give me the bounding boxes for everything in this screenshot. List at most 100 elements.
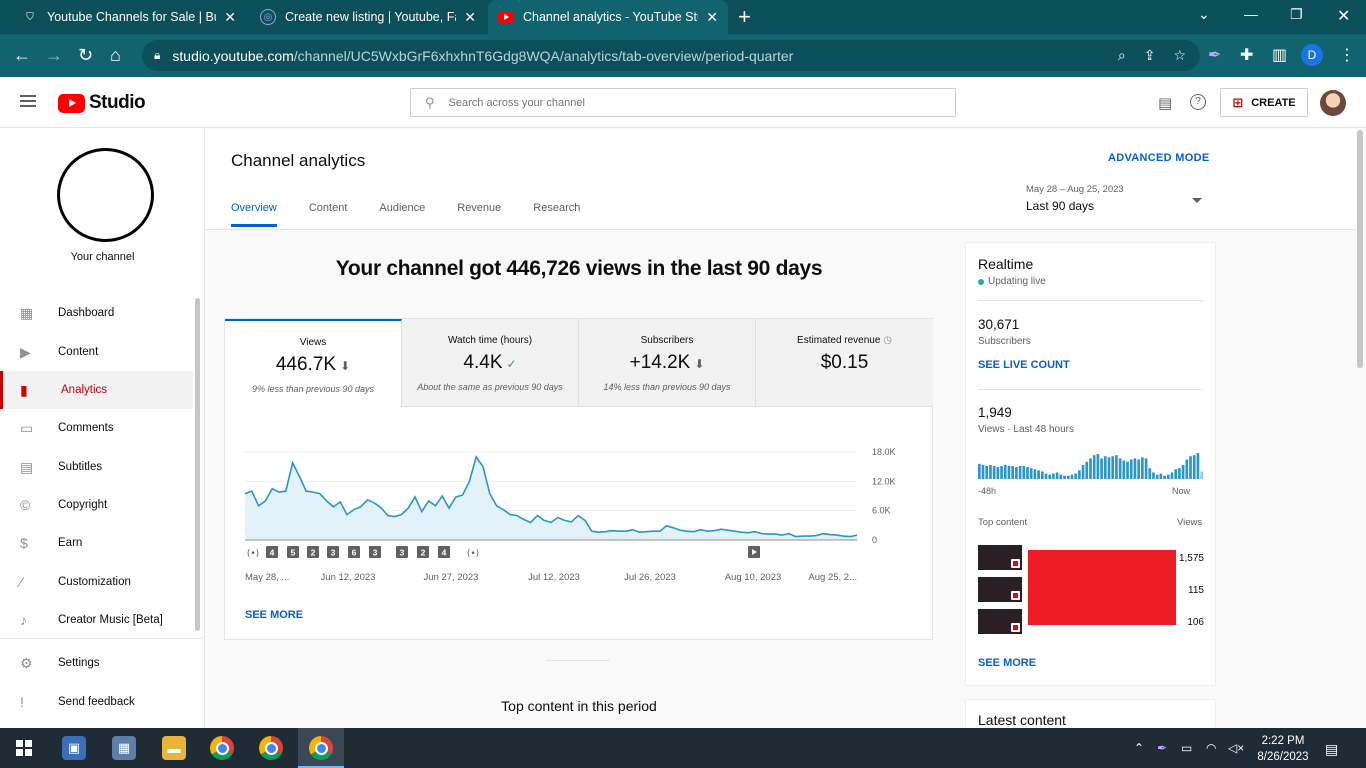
channel-avatar[interactable] [57, 148, 154, 242]
sidebar-item-settings[interactable]: ⚙ Settings [0, 644, 193, 682]
star-icon[interactable]: ☆ [1173, 47, 1186, 63]
menu-icon[interactable] [20, 95, 36, 107]
shield-icon: ⛉ [26, 11, 34, 23]
studio-logo[interactable]: Studio [58, 92, 146, 114]
profile-avatar[interactable]: D [1301, 44, 1323, 66]
tab-revenue[interactable]: Revenue [457, 202, 502, 214]
realtime-bar [1052, 473, 1055, 479]
sidebar-item-comments[interactable]: ▭ Comments [0, 409, 193, 447]
chart-marker[interactable]: 5 [287, 546, 299, 558]
sidebar-item-subtitles[interactable]: ▤ Subtitles [0, 448, 193, 486]
sidebar-scrollbar[interactable] [195, 298, 200, 631]
search-input[interactable] [448, 96, 929, 109]
views-chart[interactable]: 18.0K 12.0K 6.0K 0 (•) 4 5 2 3 6 3 3 2 4 (•) May 28, ..… [225, 407, 932, 597]
address-bar[interactable]: 🔒︎ studio.youtube.com/channel/UC5WxbGrF6… [142, 40, 1200, 71]
browser-tab-3[interactable]: Channel analytics - YouTube Studio ✕ [488, 0, 728, 34]
home-icon[interactable]: ⌂ [110, 45, 121, 65]
chart-marker[interactable]: (•) [247, 549, 259, 559]
help-icon[interactable]: ? [1190, 94, 1206, 110]
sidepanel-icon[interactable]: ▥ [1272, 47, 1288, 64]
messages-icon[interactable]: ▤ [1158, 95, 1173, 112]
chrome-active-icon[interactable] [309, 736, 333, 760]
svg-text:6: 6 [352, 548, 357, 558]
file-explorer-icon[interactable]: ▬ [162, 736, 186, 760]
period-selector[interactable]: May 28 – Aug 25, 2023 Last 90 days [1026, 184, 1202, 213]
calculator-icon[interactable]: ▦ [112, 736, 136, 760]
advanced-mode-button[interactable]: ADVANCED MODE [1108, 152, 1210, 164]
sidebar-item-analytics[interactable]: ▮ Analytics [0, 371, 193, 409]
realtime-bar [1026, 467, 1029, 479]
restore-icon[interactable]: ❐ [1290, 6, 1303, 22]
share-icon[interactable]: ⇪ [1143, 47, 1156, 63]
tab-audience[interactable]: Audience [379, 202, 426, 214]
chart-marker[interactable]: 3 [369, 546, 381, 558]
metric-subscribers[interactable]: Subscribers +14.2K ⬇︎ 14% less than previ… [579, 319, 756, 407]
back-arrow-icon[interactable]: ← [13, 45, 31, 65]
sidebar-item-send-feedback[interactable]: ! Send feedback [0, 683, 193, 721]
x-tick-label: Jul 12, 2023 [528, 572, 580, 583]
forward-arrow-icon[interactable]: → [45, 45, 63, 65]
tab-content[interactable]: Content [308, 202, 348, 214]
volume-muted-icon[interactable]: ◁× [1228, 741, 1245, 755]
tab-overview[interactable]: Overview [231, 202, 277, 227]
chart-marker[interactable]: 2 [417, 546, 429, 558]
close-icon[interactable]: ✕ [464, 8, 476, 25]
zoom-icon[interactable]: ⌕ [1117, 47, 1126, 63]
tab-research[interactable]: Research [533, 202, 581, 214]
feather-tray-icon[interactable]: ✒ [1157, 741, 1168, 755]
chevron-up-icon[interactable]: ⌃ [1134, 741, 1145, 755]
reload-icon[interactable]: ↻ [78, 45, 94, 65]
close-icon[interactable]: ✕ [706, 8, 718, 25]
realtime-bar [1103, 456, 1107, 479]
chart-marker[interactable]: 2 [307, 546, 319, 558]
video-thumbnail[interactable] [978, 609, 1022, 634]
chart-marker[interactable]: (•) [467, 549, 479, 559]
video-thumbnail[interactable] [978, 545, 1022, 570]
puzzle-extensions-icon[interactable]: ✚ [1240, 47, 1254, 64]
account-avatar[interactable] [1320, 90, 1346, 116]
sidebar-item-dashboard[interactable]: ▦ Dashboard [0, 294, 193, 332]
metric-views[interactable]: Views 446.7K ⬇︎ 9% less than previous 90 … [225, 319, 402, 407]
chrome-profile-icon[interactable] [259, 736, 283, 760]
this-pc-icon[interactable]: ▣ [62, 736, 86, 760]
system-clock[interactable]: 2:22 PM 8/26/2023 [1252, 733, 1314, 765]
chrome-icon[interactable] [210, 736, 234, 760]
new-tab-icon[interactable]: + [738, 4, 751, 29]
close-icon[interactable]: ✕ [224, 8, 236, 25]
realtime-bar [1166, 474, 1170, 479]
wifi-icon[interactable]: ◠ [1206, 741, 1217, 755]
metric-revenue[interactable]: Estimated revenue ◷ $0.15 [756, 319, 933, 407]
metric-watch-time[interactable]: Watch time (hours) 4.4K ✓ About the same … [402, 319, 579, 407]
chevron-down-icon[interactable]: ⌄ [1198, 6, 1210, 22]
close-window-icon[interactable]: ✕ [1337, 8, 1351, 25]
sidebar-item-earn[interactable]: $ Earn [0, 524, 193, 562]
sidebar-item-creator-music[interactable]: ♪ Creator Music [Beta] [0, 601, 193, 639]
chart-marker[interactable] [748, 546, 760, 558]
main-scrollbar[interactable] [1357, 130, 1363, 368]
sidebar-item-customization[interactable]: ⁄ Customization [0, 563, 193, 601]
chart-marker[interactable]: 4 [266, 546, 278, 558]
svg-text:2: 2 [311, 548, 316, 558]
chart-marker[interactable]: 3 [327, 546, 339, 558]
chart-marker[interactable]: 3 [396, 546, 408, 558]
see-more-button[interactable]: SEE MORE [245, 609, 304, 621]
realtime-bar-chart[interactable] [978, 451, 1204, 479]
feather-extension-icon[interactable]: ✒ [1208, 47, 1222, 64]
chart-marker[interactable]: 4 [438, 546, 450, 558]
create-button[interactable]: ⊞ CREATE [1220, 88, 1308, 117]
video-thumbnail[interactable] [978, 577, 1022, 602]
chart-marker[interactable]: 6 [348, 546, 360, 558]
see-more-button[interactable]: SEE MORE [978, 657, 1037, 669]
more-vert-icon[interactable]: ⋮ [1339, 47, 1355, 64]
browser-tab-2[interactable]: ◎ Create new listing | Youtube, Face ✕ [250, 0, 486, 34]
minimize-icon[interactable]: — [1244, 6, 1258, 22]
sidebar-item-content[interactable]: ▶ Content [0, 333, 193, 371]
windows-start-icon[interactable] [16, 740, 32, 756]
search-box[interactable]: ⚲ [410, 88, 956, 117]
browser-tab-1[interactable]: ⛉ Youtube Channels for Sale | Buy & ✕ [12, 0, 246, 34]
sidebar-item-copyright[interactable]: © Copyright [0, 486, 193, 524]
see-live-count-button[interactable]: SEE LIVE COUNT [978, 359, 1070, 371]
realtime-bar [1044, 473, 1048, 479]
battery-icon[interactable]: ▭ [1181, 741, 1193, 755]
notifications-icon[interactable]: ▤ [1325, 741, 1339, 757]
